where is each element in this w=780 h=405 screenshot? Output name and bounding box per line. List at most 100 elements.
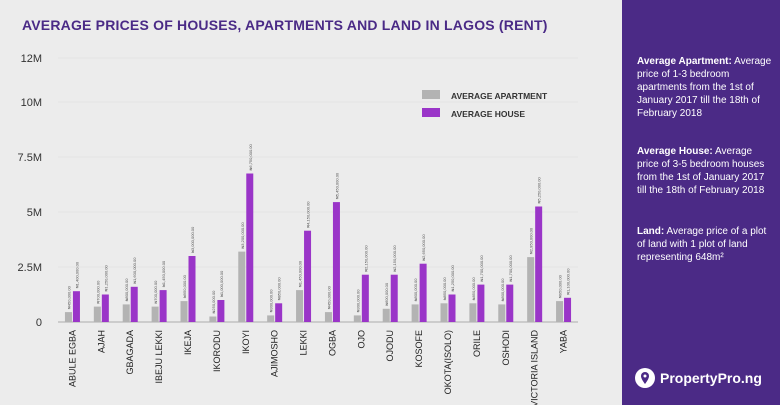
bar-house-2 [130, 286, 138, 322]
bar-apartment-16 [527, 257, 535, 322]
x-tick-label: IBEJU LEKKI [154, 330, 164, 384]
data-label: ₦300,000.00 [355, 289, 360, 313]
data-label: ₦1,450,000.00 [298, 260, 303, 287]
note-apartment: Average Apartment: Average price of 1-3 … [637, 55, 773, 120]
bar-apartment-10 [353, 315, 361, 322]
data-label: ₦1,400,000.00 [74, 261, 79, 288]
bar-apartment-5 [209, 316, 217, 322]
x-tick-label: LEKKI [299, 330, 309, 356]
x-tick-label: ABULE EGBA [67, 330, 77, 387]
y-tick-label: 5M [27, 207, 42, 219]
note-house: Average House: Average price of 3-5 bedr… [637, 145, 773, 197]
data-label: ₦1,100,000.00 [566, 268, 571, 295]
bar-house-4 [188, 256, 196, 322]
bar-house-5 [217, 300, 225, 322]
data-label: ₦700,000.00 [153, 280, 158, 304]
data-label: ₦2,150,000.00 [392, 245, 397, 272]
y-tick-label: 12M [21, 53, 42, 65]
legend-swatch-house [422, 108, 440, 117]
data-label: ₦300,000.00 [269, 289, 274, 313]
legend-label-apartment: AVERAGE APARTMENT [451, 91, 548, 101]
bar-apartment-13 [440, 303, 448, 322]
data-label: ₦850,000.00 [277, 277, 282, 301]
x-tick-label: GBAGADA [125, 330, 135, 375]
bar-apartment-7 [267, 315, 275, 322]
data-label: ₦1,250,000.00 [450, 264, 455, 291]
bar-apartment-4 [180, 301, 188, 322]
data-label: ₦800,000.00 [413, 278, 418, 302]
x-tick-label: OSHODI [501, 330, 511, 366]
data-label: ₦2,650,000.00 [421, 234, 426, 261]
x-tick-label: OJODU [385, 330, 395, 362]
x-tick-label: YABA [559, 330, 569, 353]
y-tick-label: 2.5M [18, 262, 42, 274]
bar-apartment-17 [556, 301, 564, 322]
x-tick-label: ORILE [472, 330, 482, 357]
data-label: ₦1,600,000.00 [132, 257, 137, 284]
bar-house-16 [535, 206, 543, 322]
bar-house-14 [477, 284, 485, 322]
data-label: ₦800,000.00 [124, 278, 129, 302]
x-tick-label: VICTORIA ISLAND [530, 330, 540, 405]
note-house-term: Average House: [637, 146, 713, 157]
bar-apartment-11 [382, 308, 390, 322]
x-tick-label: KOSOFE [414, 330, 424, 368]
logo-text: PropertyPro.ng [660, 370, 762, 386]
data-label: ₦850,000.00 [442, 277, 447, 301]
bar-apartment-3 [151, 306, 159, 322]
data-label: ₦1,700,000.00 [508, 255, 513, 282]
bar-house-9 [332, 202, 340, 322]
note-apartment-text: Average price of 1-3 bedroom apartments … [637, 56, 772, 119]
data-label: ₦5,250,000.00 [537, 176, 542, 203]
x-tick-label: AJIMOSHO [270, 330, 280, 377]
data-label: ₦800,000.00 [500, 278, 505, 302]
bar-house-13 [448, 294, 456, 322]
data-label: ₦600,000.00 [384, 282, 389, 306]
note-land-term: Land: [637, 226, 665, 237]
data-label: ₦850,000.00 [471, 277, 476, 301]
bar-house-6 [246, 173, 254, 322]
y-tick-label: 0 [36, 317, 42, 329]
bar-apartment-8 [296, 290, 304, 322]
note-apartment-term: Average Apartment: [637, 56, 732, 67]
bar-house-8 [304, 230, 312, 322]
note-house-text: Average price of 3-5 bedroom houses from… [637, 146, 765, 196]
data-label: ₦1,250,000.00 [103, 264, 108, 291]
x-tick-label: IKORODU [212, 330, 222, 372]
bar-apartment-9 [324, 312, 332, 322]
propertypro-logo[interactable]: PropertyPro.ng [634, 367, 762, 389]
data-label: ₦6,750,000.00 [248, 143, 253, 170]
bar-house-7 [275, 303, 283, 322]
data-label: ₦250,000.00 [211, 290, 216, 314]
bar-house-3 [159, 290, 167, 322]
note-land: Land: Average price of a plot of land wi… [637, 225, 773, 264]
data-label: ₦1,000,000.00 [219, 270, 224, 297]
bar-apartment-15 [498, 304, 506, 322]
bar-apartment-2 [122, 304, 130, 322]
data-label: ₦2,950,000.00 [529, 227, 534, 254]
sidebar-panel: Average Apartment: Average price of 1-3 … [622, 0, 780, 405]
data-label: ₦3,000,000.00 [190, 226, 195, 253]
x-tick-label: OGBA [327, 330, 337, 356]
note-land-text: Average price of a plot of land with 1 p… [637, 226, 767, 263]
bar-apartment-12 [411, 304, 419, 322]
data-label: ₦950,000.00 [558, 274, 563, 298]
bar-house-11 [390, 274, 398, 322]
bar-apartment-6 [238, 251, 246, 322]
x-tick-label: IKOYI [241, 330, 251, 354]
data-label: ₦4,150,000.00 [306, 201, 311, 228]
y-tick-label: 10M [21, 97, 42, 109]
bar-house-15 [506, 284, 514, 322]
data-label: ₦950,000.00 [182, 274, 187, 298]
bar-house-0 [72, 291, 80, 322]
data-label: ₦1,700,000.00 [479, 255, 484, 282]
x-tick-label: AJAH [96, 330, 106, 353]
bar-apartment-0 [64, 312, 72, 322]
bar-house-1 [101, 294, 109, 322]
legend: AVERAGE APARTMENT AVERAGE HOUSE [422, 90, 548, 119]
data-label: ₦1,450,000.00 [161, 260, 166, 287]
data-label: ₦2,150,000.00 [363, 245, 368, 272]
data-label: ₦3,200,000.00 [240, 222, 245, 249]
legend-label-house: AVERAGE HOUSE [451, 109, 525, 119]
